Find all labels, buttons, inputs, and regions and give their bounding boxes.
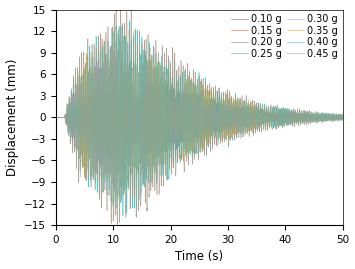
Line: 0.40 g: 0.40 g [56, 21, 343, 216]
0.10 g [320, 117, 324, 120]
0.15 g [110, 150, 114, 153]
0.40 g [252, 102, 257, 105]
0.30 g [341, 117, 345, 120]
0.20 g [313, 114, 317, 118]
0.25 g [322, 117, 326, 121]
0.35 g [111, 28, 115, 31]
0.10 g [322, 117, 326, 120]
0.25 g [341, 117, 345, 120]
0.30 g [320, 115, 324, 118]
0.30 g [110, 167, 114, 170]
0.35 g [341, 115, 345, 118]
0.45 g [54, 116, 58, 119]
0.10 g [110, 139, 114, 142]
0.25 g [320, 118, 324, 121]
0.15 g [192, 115, 197, 118]
0.35 g [320, 118, 324, 121]
0.35 g [252, 124, 257, 128]
0.25 g [252, 125, 257, 128]
0.30 g [54, 116, 58, 119]
0.45 g [114, 9, 118, 12]
0.20 g [192, 104, 197, 107]
0.35 g [110, 185, 114, 188]
0.30 g [117, 38, 121, 41]
Line: 0.25 g: 0.25 g [56, 55, 343, 177]
0.15 g [113, 74, 117, 77]
0.10 g [131, 84, 135, 88]
0.45 g [115, 223, 119, 226]
0.30 g [322, 114, 326, 117]
0.45 g [313, 120, 317, 123]
Line: 0.45 g: 0.45 g [56, 10, 343, 224]
0.40 g [313, 120, 317, 123]
0.40 g [192, 121, 197, 125]
0.40 g [322, 114, 326, 117]
0.45 g [252, 101, 257, 105]
0.25 g [54, 116, 58, 119]
0.20 g [322, 118, 326, 121]
0.15 g [313, 116, 317, 119]
0.30 g [112, 189, 116, 192]
0.10 g [54, 116, 58, 119]
Line: 0.20 g: 0.20 g [56, 62, 343, 171]
0.25 g [110, 83, 114, 87]
0.40 g [121, 214, 125, 218]
0.25 g [313, 114, 317, 117]
0.20 g [252, 115, 257, 118]
0.10 g [192, 115, 197, 119]
0.30 g [252, 109, 257, 113]
0.10 g [341, 116, 345, 119]
0.30 g [313, 118, 317, 121]
Line: 0.30 g: 0.30 g [56, 39, 343, 191]
0.45 g [341, 113, 345, 116]
0.25 g [115, 176, 119, 179]
Line: 0.35 g: 0.35 g [56, 30, 343, 204]
Line: 0.15 g: 0.15 g [56, 75, 343, 158]
0.35 g [54, 116, 58, 119]
0.40 g [341, 118, 345, 122]
Line: 0.10 g: 0.10 g [56, 86, 343, 150]
0.15 g [320, 117, 324, 120]
0.40 g [127, 19, 132, 22]
0.10 g [313, 116, 317, 120]
0.35 g [322, 117, 326, 120]
Legend: 0.10 g, 0.15 g, 0.20 g, 0.25 g, 0.30 g, 0.35 g, 0.40 g, 0.45 g: 0.10 g, 0.15 g, 0.20 g, 0.25 g, 0.30 g, … [228, 12, 341, 62]
0.45 g [322, 111, 326, 114]
0.45 g [320, 111, 324, 115]
0.35 g [192, 86, 197, 89]
0.25 g [139, 54, 143, 57]
Y-axis label: Displacement (mm): Displacement (mm) [6, 59, 18, 176]
0.30 g [192, 144, 197, 147]
0.45 g [192, 144, 197, 148]
0.35 g [313, 114, 317, 117]
0.20 g [115, 60, 119, 63]
0.20 g [54, 116, 58, 119]
0.25 g [192, 94, 197, 97]
0.15 g [54, 116, 58, 119]
0.40 g [54, 116, 58, 119]
0.20 g [320, 118, 324, 121]
0.40 g [110, 30, 114, 33]
0.20 g [341, 116, 345, 119]
0.45 g [110, 35, 114, 38]
X-axis label: Time (s): Time (s) [175, 250, 223, 263]
0.35 g [110, 203, 114, 206]
0.15 g [130, 157, 134, 160]
0.15 g [252, 111, 257, 114]
0.15 g [322, 117, 326, 121]
0.10 g [252, 111, 257, 115]
0.20 g [118, 169, 122, 173]
0.15 g [341, 115, 345, 118]
0.20 g [110, 87, 114, 90]
0.40 g [320, 115, 324, 118]
0.10 g [120, 148, 124, 151]
